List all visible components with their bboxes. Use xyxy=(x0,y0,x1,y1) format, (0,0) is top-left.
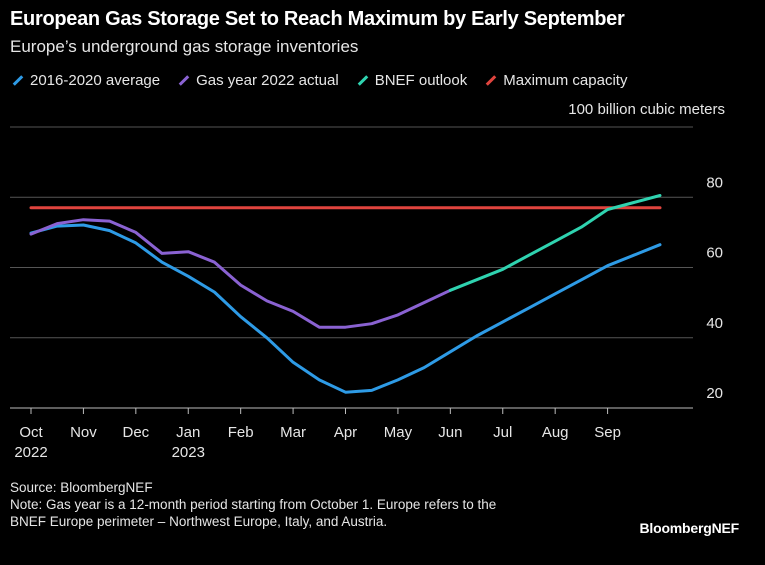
x-tick-label: Sep xyxy=(594,424,621,441)
source-note: Source: BloombergNEF xyxy=(10,480,153,495)
y-tick-label: 60 xyxy=(706,245,723,262)
legend-label-average: 2016-2020 average xyxy=(30,72,161,89)
x-tick-year-label: 2023 xyxy=(172,444,205,461)
x-tick-year-label: 2022 xyxy=(14,444,47,461)
x-tick-label: Nov xyxy=(70,424,97,441)
x-tick-label: Aug xyxy=(542,424,569,441)
x-tick-label: Dec xyxy=(122,424,149,441)
legend-item-outlook: BNEF outlook xyxy=(357,72,468,89)
x-tick-label: May xyxy=(384,424,413,441)
x-tick-labels: Oct 2022 Nov Dec Jan 2023 Feb Mar Apr May Jun Jul Au… xyxy=(14,408,621,461)
gridlines xyxy=(10,126,693,409)
x-tick-label: Mar xyxy=(280,424,306,441)
series-line-bnef-outlook xyxy=(448,194,662,292)
x-tick-label: Feb xyxy=(228,424,254,441)
chart-subtitle: Europe’s underground gas storage invento… xyxy=(10,37,359,56)
note-line-2: BNEF Europe perimeter – Northwest Europe… xyxy=(10,514,388,529)
series-line-2016-2020-average xyxy=(29,223,662,394)
x-tick-label: Jan xyxy=(176,424,200,441)
chart-title: European Gas Storage Set to Reach Maximu… xyxy=(10,8,625,30)
legend-item-average: 2016-2020 average xyxy=(12,72,160,89)
x-tick-label: Jun xyxy=(438,424,462,441)
series-line-gas-year-2022-actual xyxy=(29,218,452,329)
y-tick-label: 40 xyxy=(706,315,723,332)
legend-item-maximum: Maximum capacity xyxy=(485,72,627,89)
series-lines xyxy=(29,194,662,394)
x-tick-label: Oct xyxy=(19,424,43,441)
y-tick-labels: 20 40 60 80 xyxy=(706,174,723,402)
note-line-1: Note: Gas year is a 12-month period star… xyxy=(10,497,497,512)
y-tick-label: 20 xyxy=(706,385,723,402)
legend: 2016-2020 average Gas year 2022 actual B… xyxy=(12,72,627,89)
legend-label-actual: Gas year 2022 actual xyxy=(196,72,339,89)
brand-logo: BloombergNEF xyxy=(639,520,740,536)
footer-notes: Source: BloombergNEF Note: Gas year is a… xyxy=(10,479,496,530)
y-axis-unit-label: 100 billion cubic meters xyxy=(568,101,725,118)
y-tick-label: 80 xyxy=(706,174,723,191)
x-tick-label: Apr xyxy=(334,424,357,441)
legend-label-maximum: Maximum capacity xyxy=(503,72,628,89)
x-tick-label: Jul xyxy=(493,424,512,441)
legend-item-actual: Gas year 2022 actual xyxy=(178,72,339,89)
legend-label-outlook: BNEF outlook xyxy=(374,72,468,89)
